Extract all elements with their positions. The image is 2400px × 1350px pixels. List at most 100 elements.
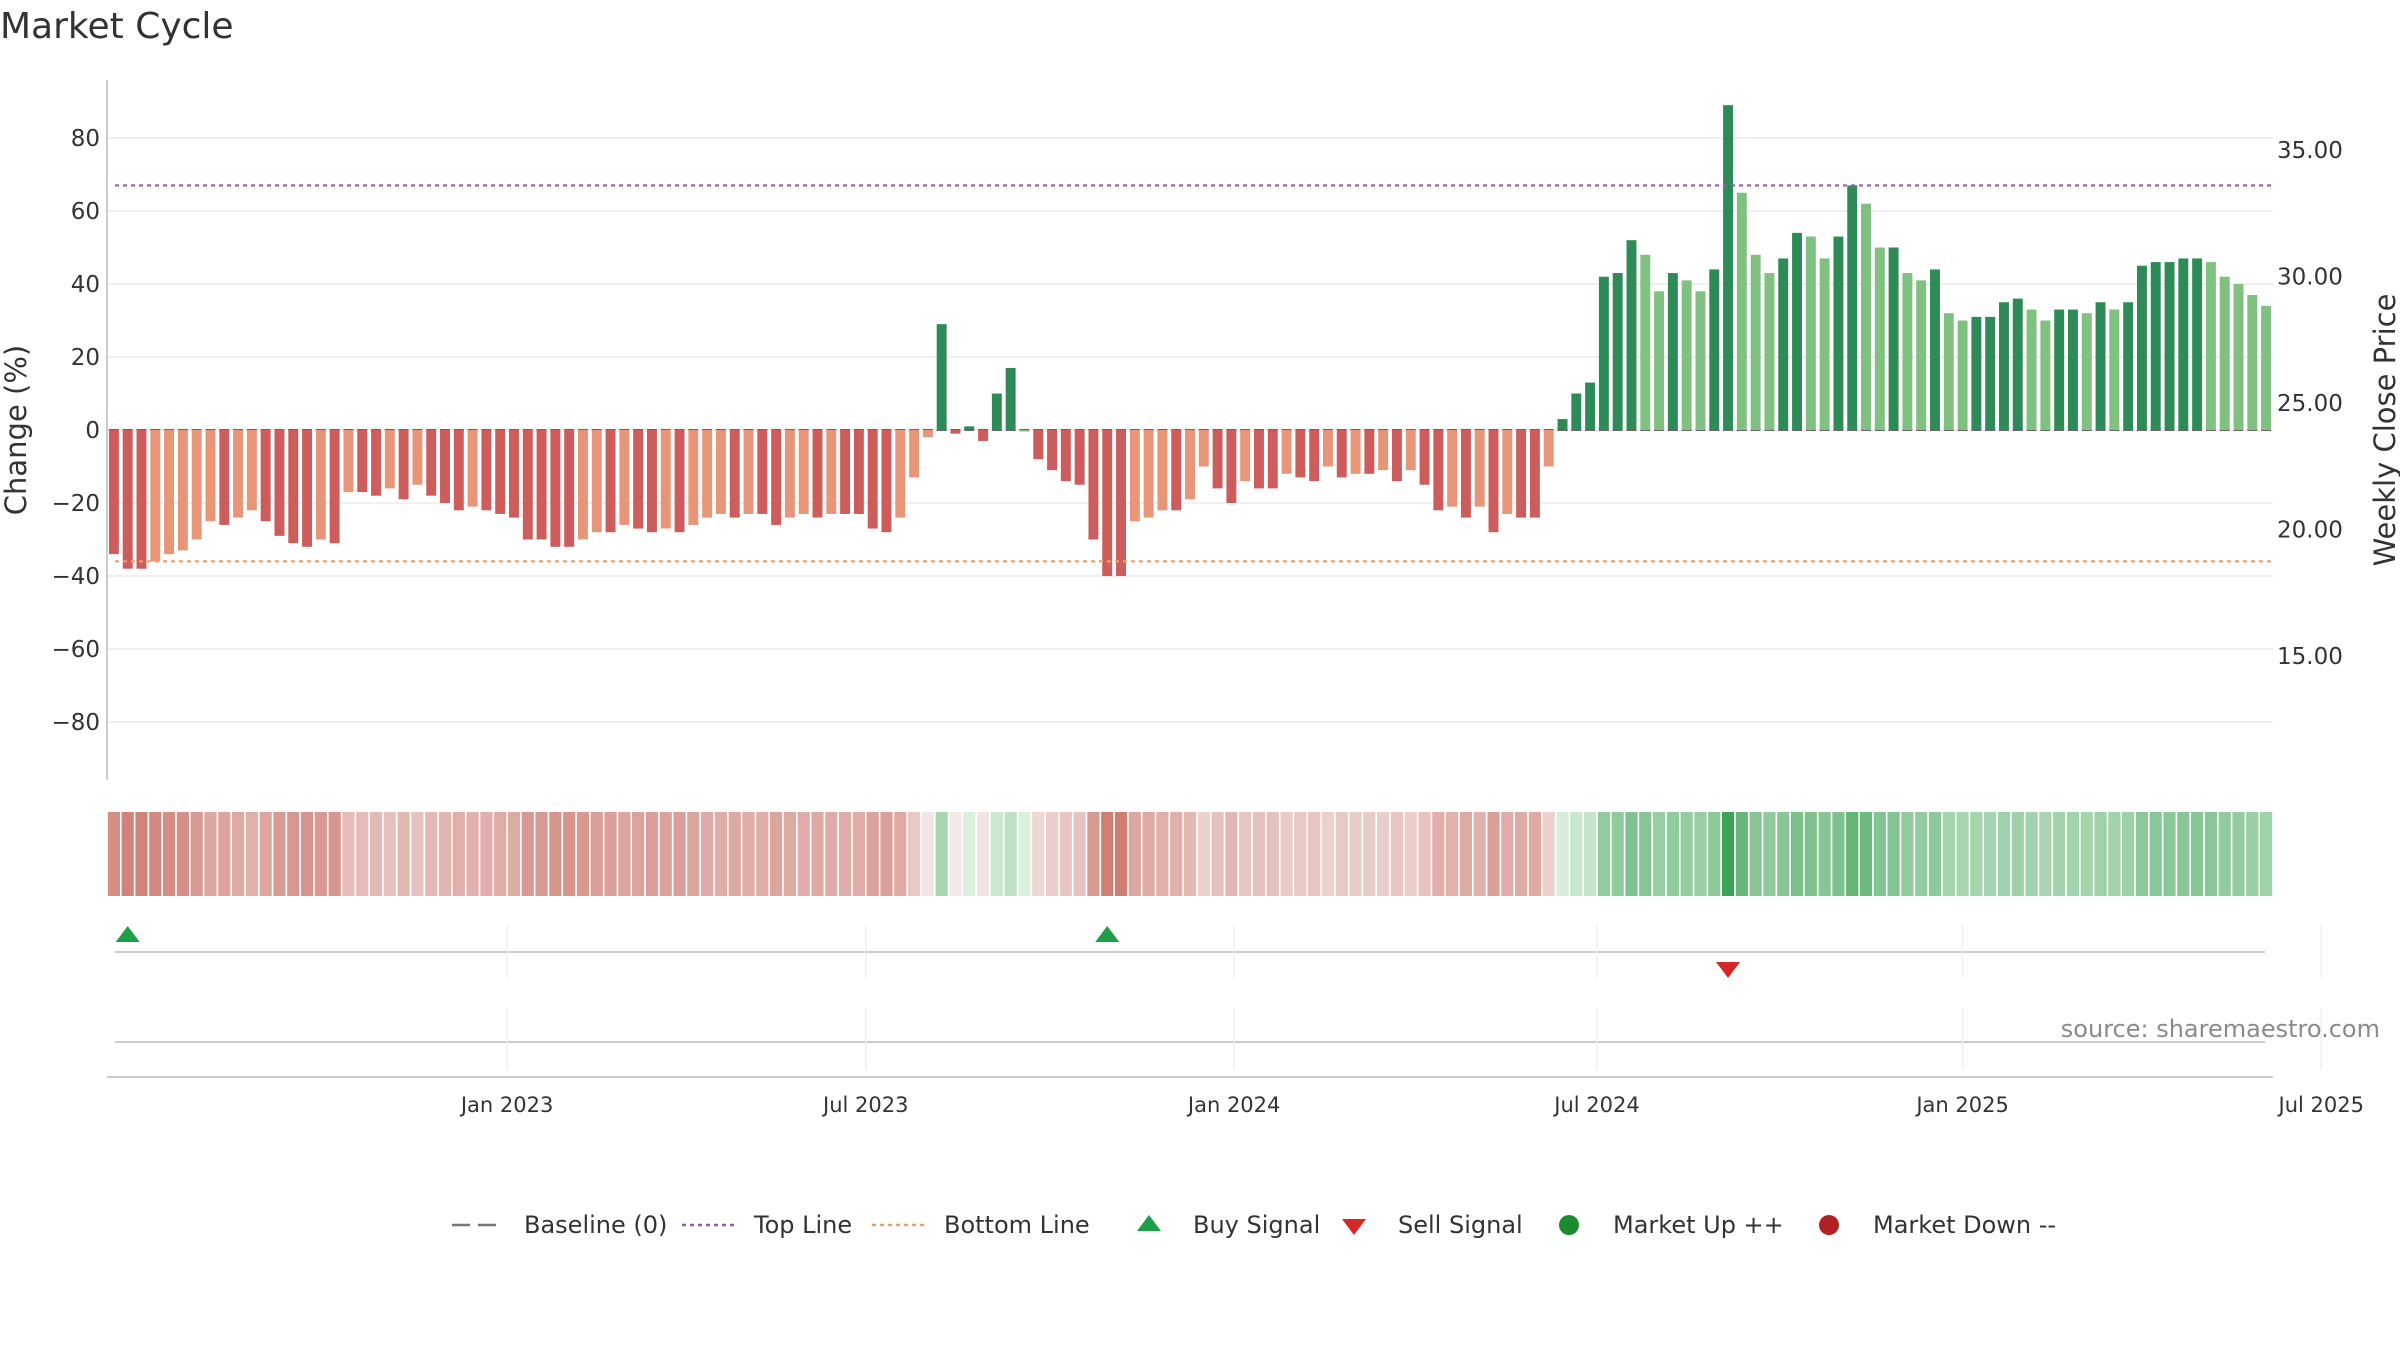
heat-cell xyxy=(907,812,921,896)
bar xyxy=(1281,430,1292,474)
heat-cell xyxy=(1639,812,1652,896)
heat-cell xyxy=(1156,812,1169,896)
bar xyxy=(1322,430,1333,467)
heat-cell xyxy=(1294,812,1307,896)
heat-cell xyxy=(204,812,217,896)
bar xyxy=(1819,258,1830,430)
heat-cell xyxy=(507,812,521,896)
bar xyxy=(1378,430,1389,471)
heat-cell xyxy=(1859,812,1873,896)
bar xyxy=(453,430,464,511)
heat-cell xyxy=(287,812,300,896)
bar xyxy=(1254,430,1264,489)
heat-cell xyxy=(1556,812,1569,896)
heat-cell xyxy=(1390,812,1404,896)
bar xyxy=(1902,273,1913,430)
bar xyxy=(2233,284,2244,430)
bar xyxy=(660,430,671,529)
heat-cell xyxy=(1818,812,1831,896)
heat-cell xyxy=(2053,812,2066,896)
bars xyxy=(108,105,2272,576)
heat-cell xyxy=(1432,812,1445,896)
bar xyxy=(164,430,175,555)
x-tick-label: Jan 2024 xyxy=(1186,1093,1281,1117)
bar xyxy=(1074,430,1085,485)
y-left-tick: −20 xyxy=(51,491,100,517)
legend-item: Sell Signal xyxy=(1342,1211,1523,1239)
heat-cell xyxy=(1418,812,1431,896)
heat-cell xyxy=(1749,812,1762,896)
gridlines xyxy=(107,137,2273,723)
bar xyxy=(440,430,450,503)
heat-cell xyxy=(438,812,452,896)
heat-cell xyxy=(259,812,272,896)
heat-cell xyxy=(245,812,258,896)
heat-cell xyxy=(1873,812,1886,896)
bar xyxy=(1405,430,1416,471)
heat-cell xyxy=(1018,812,1031,896)
heat-cell xyxy=(811,812,824,896)
bar xyxy=(1102,430,1113,576)
bar xyxy=(1999,302,2009,430)
bar xyxy=(1488,430,1499,533)
bar xyxy=(950,430,961,434)
bar xyxy=(371,430,381,496)
bar xyxy=(1598,276,1609,430)
heat-cell xyxy=(466,812,479,896)
heat-cell xyxy=(1183,812,1197,896)
heat-cell xyxy=(770,812,783,896)
bar xyxy=(1888,247,1899,430)
bar xyxy=(1336,430,1347,478)
bar xyxy=(826,430,837,514)
heat-cell xyxy=(314,812,327,896)
bar xyxy=(1916,280,1927,430)
bar xyxy=(771,430,782,525)
bar xyxy=(867,430,878,529)
heat-cell xyxy=(1363,812,1376,896)
legend-swatch xyxy=(1819,1215,1839,1235)
heat-cell xyxy=(1721,812,1735,896)
legend-label: Sell Signal xyxy=(1398,1211,1523,1239)
heat-cell xyxy=(1404,812,1417,896)
y-right-axis-title: Weekly Close Price xyxy=(2368,294,2400,567)
bar xyxy=(1447,430,1458,507)
heat-cell xyxy=(1266,812,1279,896)
heat-cell xyxy=(2080,812,2093,896)
bar xyxy=(1212,430,1223,489)
bar xyxy=(2261,305,2272,430)
heat-cell xyxy=(963,812,976,896)
bar xyxy=(246,430,257,511)
heat-cell xyxy=(990,812,1003,896)
source-note: source: sharemaestro.com xyxy=(2060,1015,2380,1043)
heat-cell xyxy=(1832,812,1845,896)
bar xyxy=(1930,269,1940,430)
heat-cell xyxy=(1970,812,1983,896)
bar xyxy=(1626,240,1637,430)
x-tick-label: Jul 2024 xyxy=(1552,1093,1639,1117)
heat-cell xyxy=(2149,812,2162,896)
heat-cell xyxy=(1252,812,1266,896)
bar xyxy=(1474,430,1485,507)
heat-cell xyxy=(1142,812,1155,896)
bar xyxy=(343,430,354,493)
bar xyxy=(274,430,285,536)
bar xyxy=(1364,430,1375,474)
heat-cell xyxy=(1583,812,1597,896)
bar xyxy=(1723,105,1734,431)
bar xyxy=(398,430,409,500)
bar xyxy=(978,430,989,441)
bar xyxy=(812,430,823,518)
heat-cell xyxy=(397,812,410,896)
bar xyxy=(633,430,644,529)
heat-cell xyxy=(1114,812,1128,896)
legend: Baseline (0) Top Line Bottom Line Buy Signa… xyxy=(452,1211,2056,1239)
bar xyxy=(1957,320,1968,430)
heat-cell xyxy=(1542,812,1555,896)
bar xyxy=(1695,291,1706,430)
heat-cell xyxy=(521,812,534,896)
heat-cell xyxy=(494,812,507,896)
legend-item: Market Down -- xyxy=(1819,1211,2056,1239)
bar xyxy=(646,430,657,533)
heat-cell xyxy=(1473,812,1486,896)
bar xyxy=(1047,430,1058,471)
